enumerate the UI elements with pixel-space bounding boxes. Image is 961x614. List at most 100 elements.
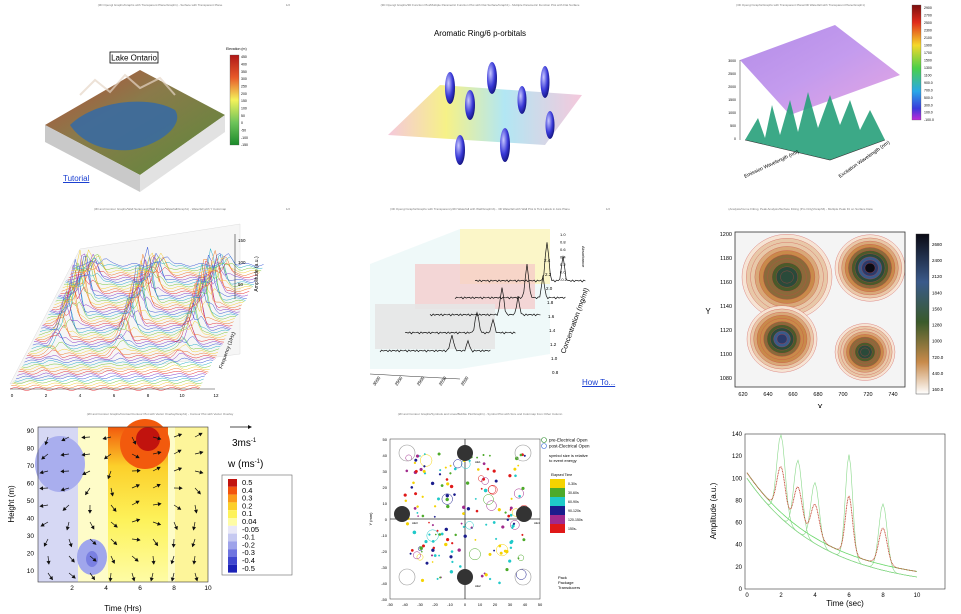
legend-color-swatch [228,494,237,503]
wind-vector-head [157,502,162,507]
how-to-link[interactable]: How To... [582,378,616,387]
thumbnail-3d-surface-plane[interactable]: (3D Opengl Graphs/Graphs with Transparen… [640,0,961,204]
legend-tick-label: 450 [241,55,247,59]
event-bubble [440,484,444,488]
waterfall-series-line [23,359,213,366]
y-tick-label: 1160 [720,280,732,286]
legend-tick-label: 2300 [924,29,932,33]
elapsed-label: 30-60s [568,491,579,495]
wind-vector-head [82,471,87,475]
event-bubble [487,485,497,494]
legend-pre: pre-Electrical Open [549,438,588,443]
y-tick-label: 0 [739,587,743,593]
thumbnail-aromatic-ring[interactable]: (3D Opengl Graphs/3D Function Plot/Multi… [320,0,640,204]
note-line-2: to event energy [549,458,577,463]
colorbar-tick-label: 1280 [932,323,943,328]
tutorial-link[interactable]: Tutorial [63,174,90,183]
legend-tick-label: 350 [241,70,247,74]
event-bubble [433,505,437,508]
transducer-marker [457,445,473,461]
event-bubble [421,544,426,548]
x-tick-label: 10 [914,593,921,599]
event-bubble [492,469,496,473]
3d-surface-plot: 3000 2500 2000 1500 1000 500 0 Emission Wavele… [728,4,934,180]
legend-tick-label: 500.0 [924,96,933,100]
x-tick-label: 700 [838,392,847,398]
thumbnail-bubble-plot[interactable]: (2D and Contour Graphs/Symbols and Lines… [320,409,640,614]
event-bubble [445,478,449,481]
y-tick-label: 40 [735,543,742,549]
x-tick-label: 2950 [394,375,404,386]
wind-vector-head [170,577,175,582]
event-bubble [438,473,442,476]
legend-tick-label: -100.0 [924,118,934,122]
legend-tick-label: 250 [241,85,247,89]
y-tick-label: 140 [732,432,743,438]
waterfall-series-line [49,259,239,315]
y-tick-label: -40 [381,581,388,586]
thumbnail-amplitude-peak-fit[interactable]: 0 2 4 6 8 10 140 120 100 80 60 40 20 0 Time (sec) Amp… [640,409,961,614]
wind-vector-head [62,506,67,511]
contour-vector-plot: 2 4 6 8 10 90 80 70 60 50 40 30 20 10 Time (Hrs) Heig… [7,419,293,613]
y-tick-label: 2.2 [545,272,552,277]
event-bubble [423,465,426,468]
wind-vector-head [104,455,109,460]
y-tick-label: -30 [381,565,388,570]
wind-vector-head [135,484,140,488]
waterfall-series-line [72,254,262,272]
waterfall-wall-plot: 3000 2950 2900 2850 2800 0.8 1.0 1.2 1.4 1.6 1.8 2… [369,229,591,387]
z-tick-label: -0.2 [560,277,568,282]
wind-vector-head [151,560,156,565]
elapsed-label: 90-120s [568,509,581,513]
event-bubble [483,488,488,493]
colorbar-tick-label: 1000 [932,339,943,344]
transducer-marker [457,569,473,585]
waterfall-series-line [63,253,253,288]
waterfall-series-line [71,252,261,274]
event-bubble [449,484,454,489]
event-bubble [504,511,507,514]
event-bubble [410,486,414,489]
wind-vector-head [135,454,140,459]
event-bubble [476,456,479,459]
y-tick-label: 20 [735,565,742,571]
elapsed-label: 0-30s [568,482,577,486]
waterfall-series-line [25,352,215,361]
x-tick-label: -30 [417,602,424,607]
legend-tick-label: 100 [241,107,247,111]
event-bubble [480,487,483,490]
legend-tick-label: -100 [241,136,248,140]
legend-label: Package [558,580,574,585]
y-tick-label: 80 [735,498,742,504]
y-tick-label: -20 [381,549,388,554]
legend-color-swatch [228,525,237,534]
tile-header: (2D and Contour Graphs/Symbols and Lines… [397,412,563,416]
x-tick-label: 660 [788,392,797,398]
z-tick-label: 0 [734,137,736,141]
thumbnail-contour-vector[interactable]: (2D and Contour Graphs/Contour/Contour P… [0,409,320,614]
legend-tick-label: -0.1 [242,533,255,542]
event-bubble [445,497,449,502]
event-bubble [465,521,474,530]
event-bubble [513,467,517,471]
waterfall-series-line [33,324,223,345]
y-tick-label: 1.8 [547,300,554,305]
event-bubble [509,508,512,511]
event-bubble [521,533,524,536]
x-tick-label: 10 [204,585,212,592]
y-tick-label: 1.6 [548,314,555,319]
z-tick-label: 0.4 [560,255,566,260]
event-bubble [510,520,520,530]
plot-title: Lake Ontario [111,54,157,63]
thumbnail-waterfall-wall[interactable]: (3D Opengl Graphs/Graphs with Transparen… [320,204,640,408]
wind-vector-head [44,441,49,446]
event-bubble [426,529,439,542]
thumbnail-waterfall-colormap[interactable]: (3D and Contour Graphs/Wall Series and W… [0,204,320,408]
legend-color-swatch [228,502,237,511]
x-tick-label: 2850 [438,375,448,386]
waterfall-series-line [55,262,245,304]
thumbnail-peak-fit-surface[interactable]: (Analysis/Curve Fitting, Peak Analysis/S… [640,204,961,408]
event-bubble [462,512,465,516]
event-bubble [505,567,509,572]
thumbnail-lake-ontario[interactable]: (3D Opengl Graphs/Graphs with Transparen… [0,0,320,204]
